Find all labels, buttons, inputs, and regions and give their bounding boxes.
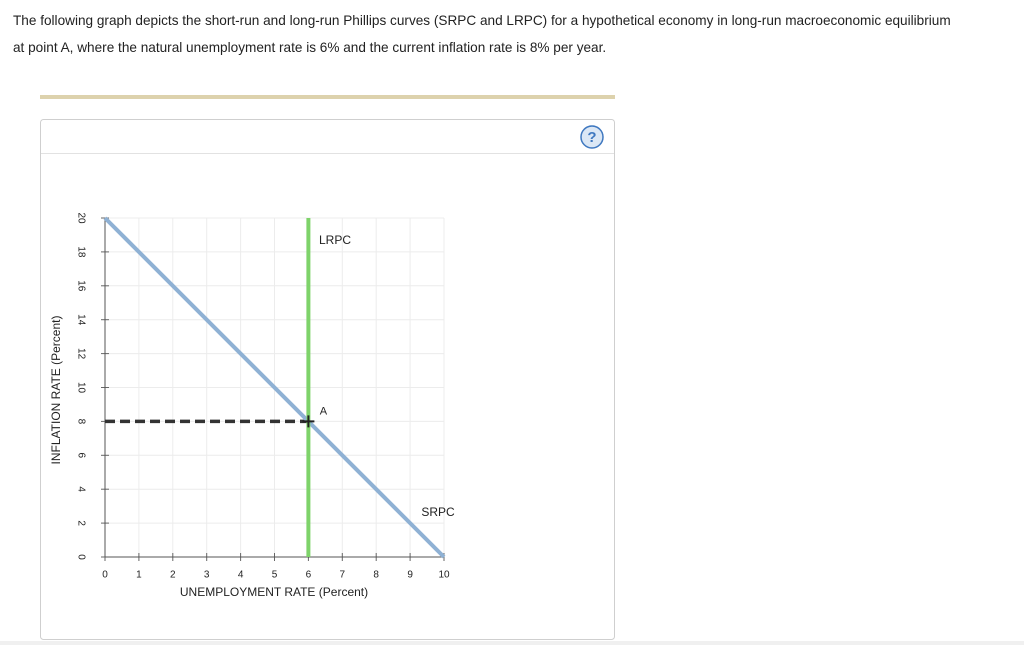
help-icon[interactable]: ? bbox=[587, 129, 596, 146]
series-line bbox=[103, 216, 446, 559]
x-tick-label: 5 bbox=[272, 570, 278, 581]
graph-panel bbox=[40, 119, 615, 640]
x-tick-label: 3 bbox=[204, 570, 210, 581]
y-tick-label: 4 bbox=[75, 486, 86, 492]
plot-area: 0 1 2 3 4 5 6 7 8 9 1002468101214161820UNEMPLOYMEN… bbox=[49, 212, 455, 599]
help-button[interactable] bbox=[580, 125, 604, 149]
series-label: LRPC bbox=[319, 233, 351, 247]
x-tick-label: 9 bbox=[407, 570, 413, 581]
y-tick-label: 10 bbox=[75, 382, 86, 394]
divider-bar bbox=[40, 95, 615, 99]
x-tick-label: 0 bbox=[102, 570, 108, 581]
x-tick-label: 2 bbox=[170, 570, 176, 581]
bottom-strip bbox=[0, 641, 1024, 645]
x-tick-label: 1 bbox=[136, 570, 142, 581]
y-tick-label: 20 bbox=[75, 212, 86, 224]
y-tick-label: 16 bbox=[75, 280, 86, 292]
x-tick-label: 7 bbox=[340, 570, 346, 581]
x-axis-title: UNEMPLOYMENT RATE (Percent) bbox=[180, 585, 368, 599]
question-text: The following graph depicts the short-ru… bbox=[13, 13, 951, 55]
x-tick-label: 6 bbox=[306, 570, 312, 581]
point-label: A bbox=[320, 405, 328, 417]
y-tick-label: 18 bbox=[75, 246, 86, 258]
y-tick-label: 12 bbox=[75, 348, 86, 360]
y-tick-label: 6 bbox=[75, 453, 86, 459]
point-marker bbox=[302, 415, 315, 428]
x-tick-label: 10 bbox=[438, 570, 450, 581]
x-tick-label: 4 bbox=[238, 570, 244, 581]
y-tick-label: 0 bbox=[75, 554, 86, 560]
y-tick-label: 8 bbox=[75, 419, 86, 425]
y-tick-label: 14 bbox=[75, 314, 86, 326]
y-tick-label: 2 bbox=[75, 520, 86, 526]
series-label: SRPC bbox=[421, 505, 455, 519]
x-tick-label: 8 bbox=[373, 570, 379, 581]
y-axis-title: INFLATION RATE (Percent) bbox=[49, 316, 63, 465]
